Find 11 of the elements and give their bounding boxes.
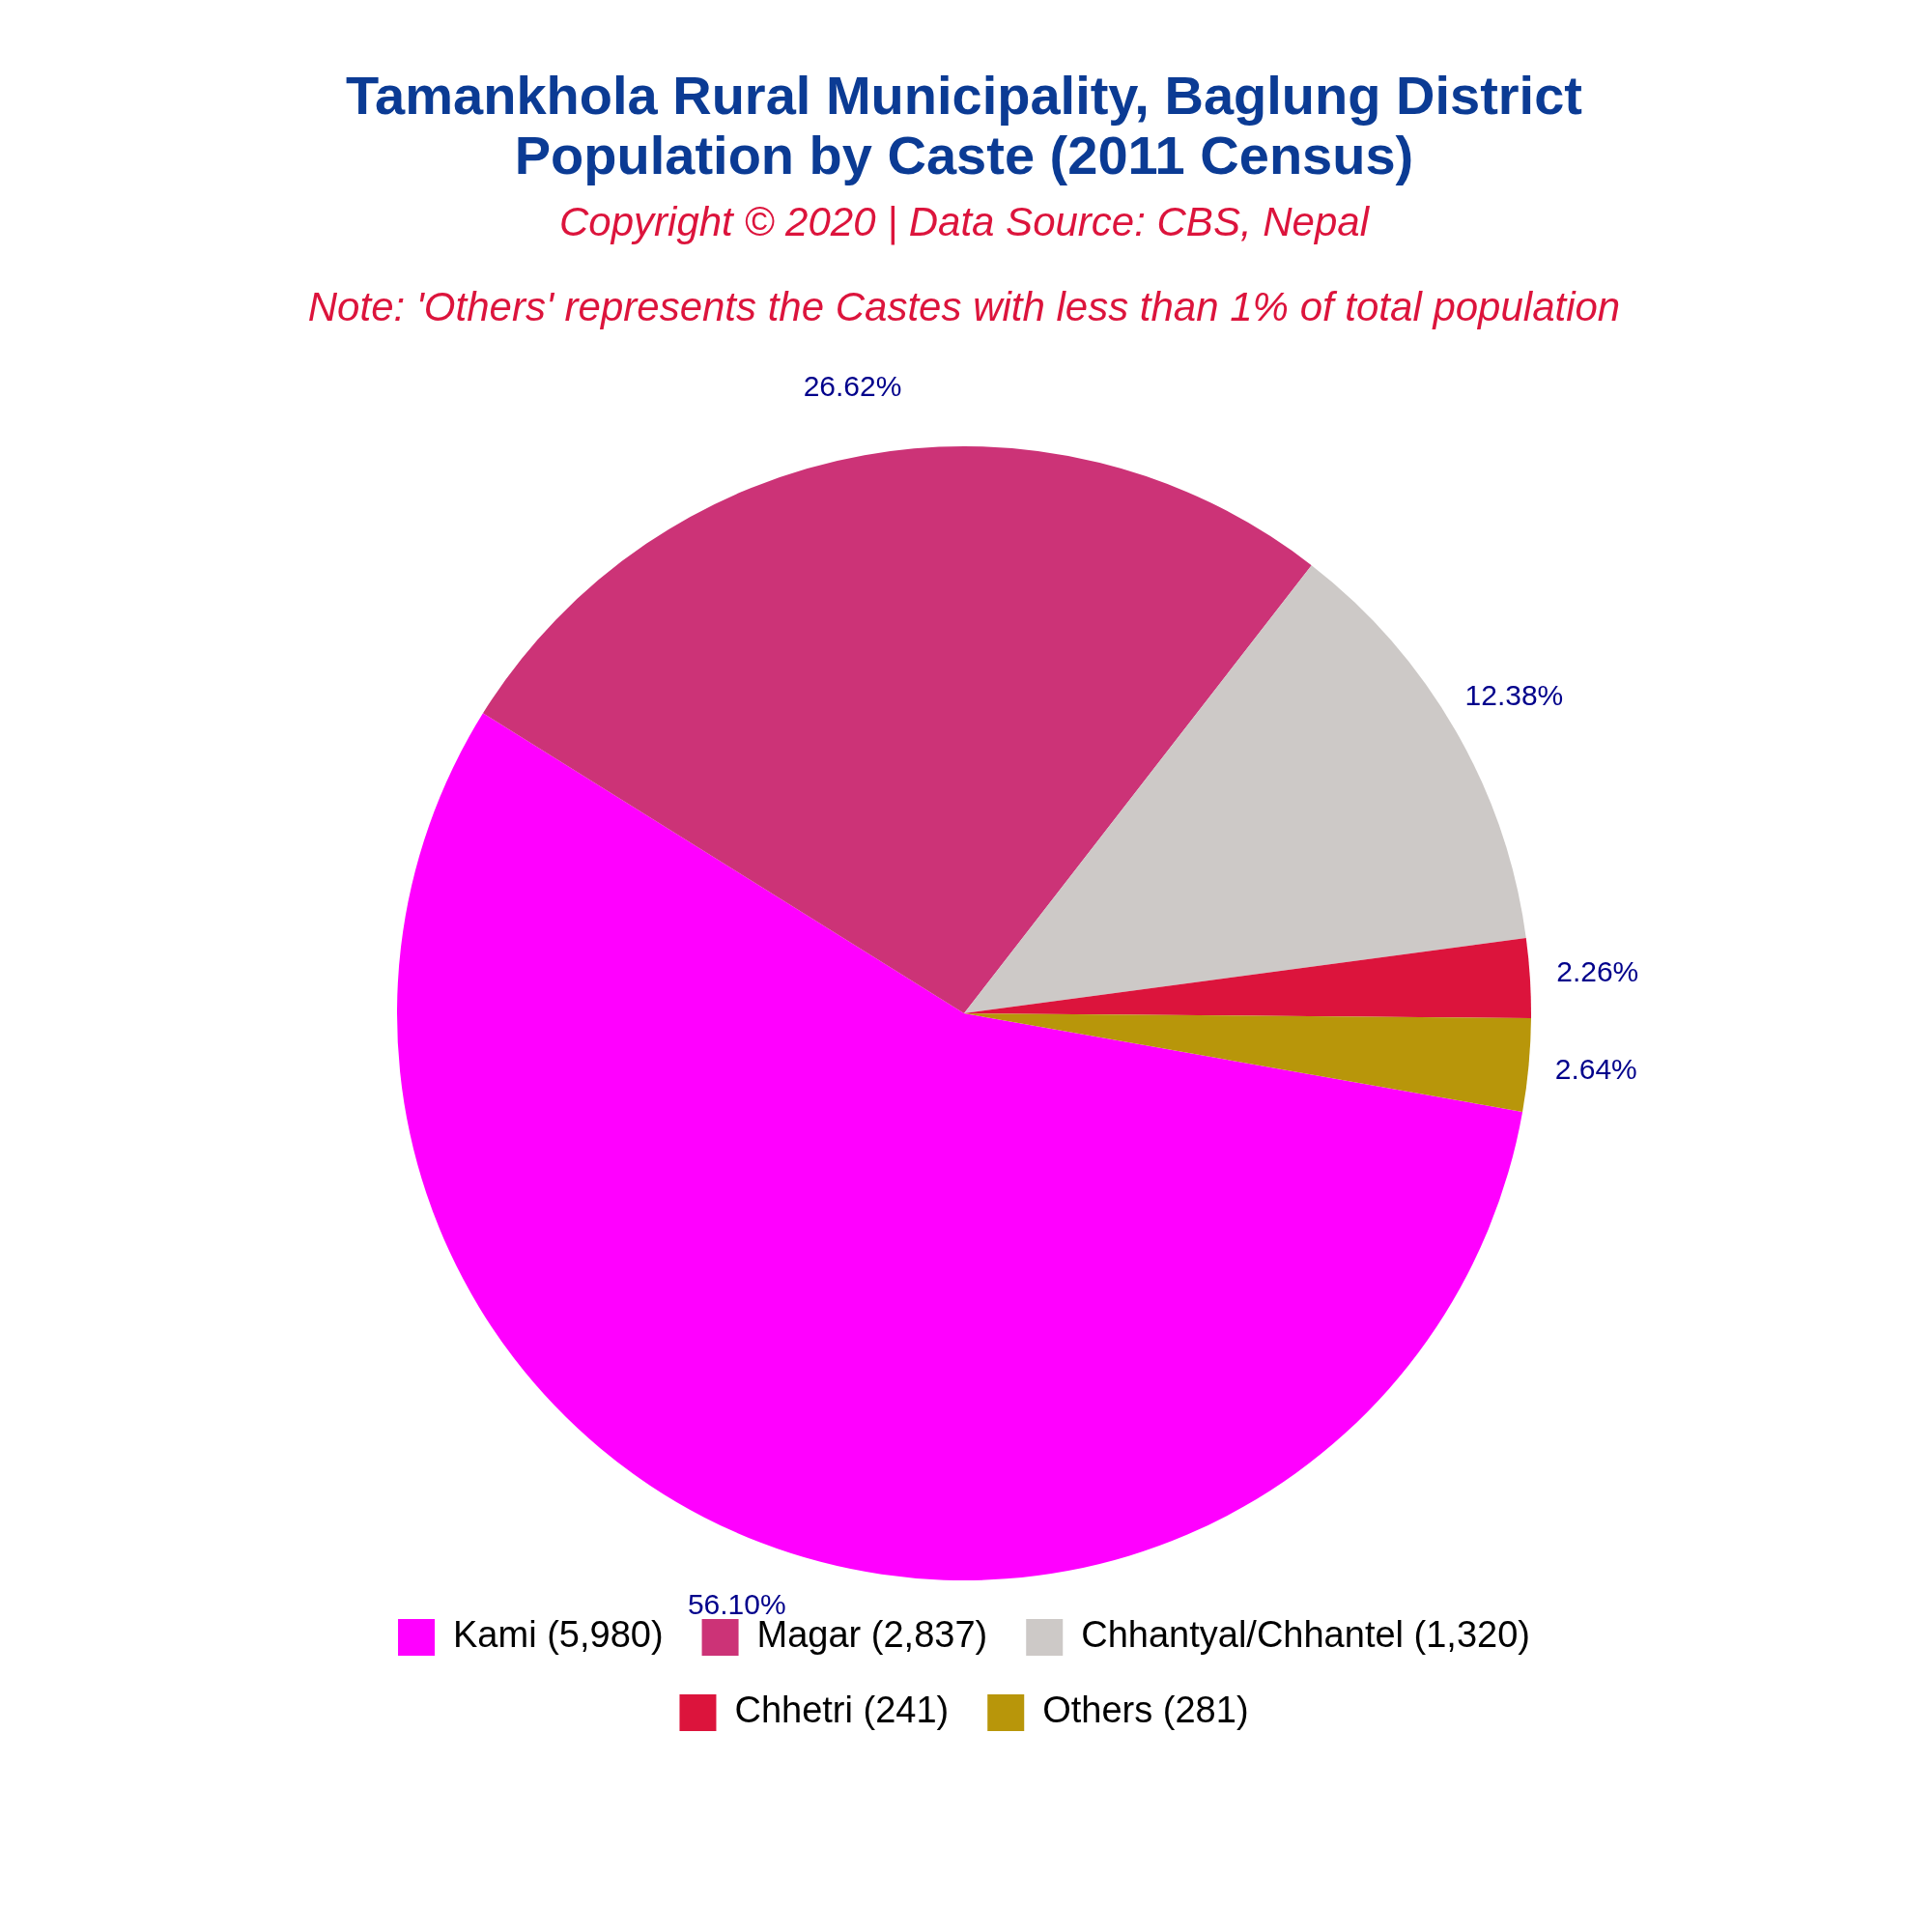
- text: Note: 'Others' represents the Castes with less than 1% of total population: [306, 284, 1622, 330]
- data-label: 2.26%: [1556, 955, 1639, 988]
- data-label: 2.64%: [1554, 1053, 1637, 1086]
- data-label: 12.38%: [1464, 678, 1564, 711]
- legend-label: Kami (5,980): [453, 1614, 664, 1656]
- legend-label: Chhantyal/Chhantel (1,320): [1081, 1614, 1530, 1656]
- legend-label: Others (281): [1042, 1690, 1249, 1731]
- data-label: 26.62%: [803, 370, 902, 403]
- legend-label: Chhetri (241): [734, 1690, 950, 1731]
- chart-subtitle: Copyright © 2020 | Data Source: CBS, Nepal: [558, 199, 1371, 245]
- chart-title: Tamankhola Rural Municipality, Baglung District Population by Caste (2011 Census): [345, 65, 1583, 185]
